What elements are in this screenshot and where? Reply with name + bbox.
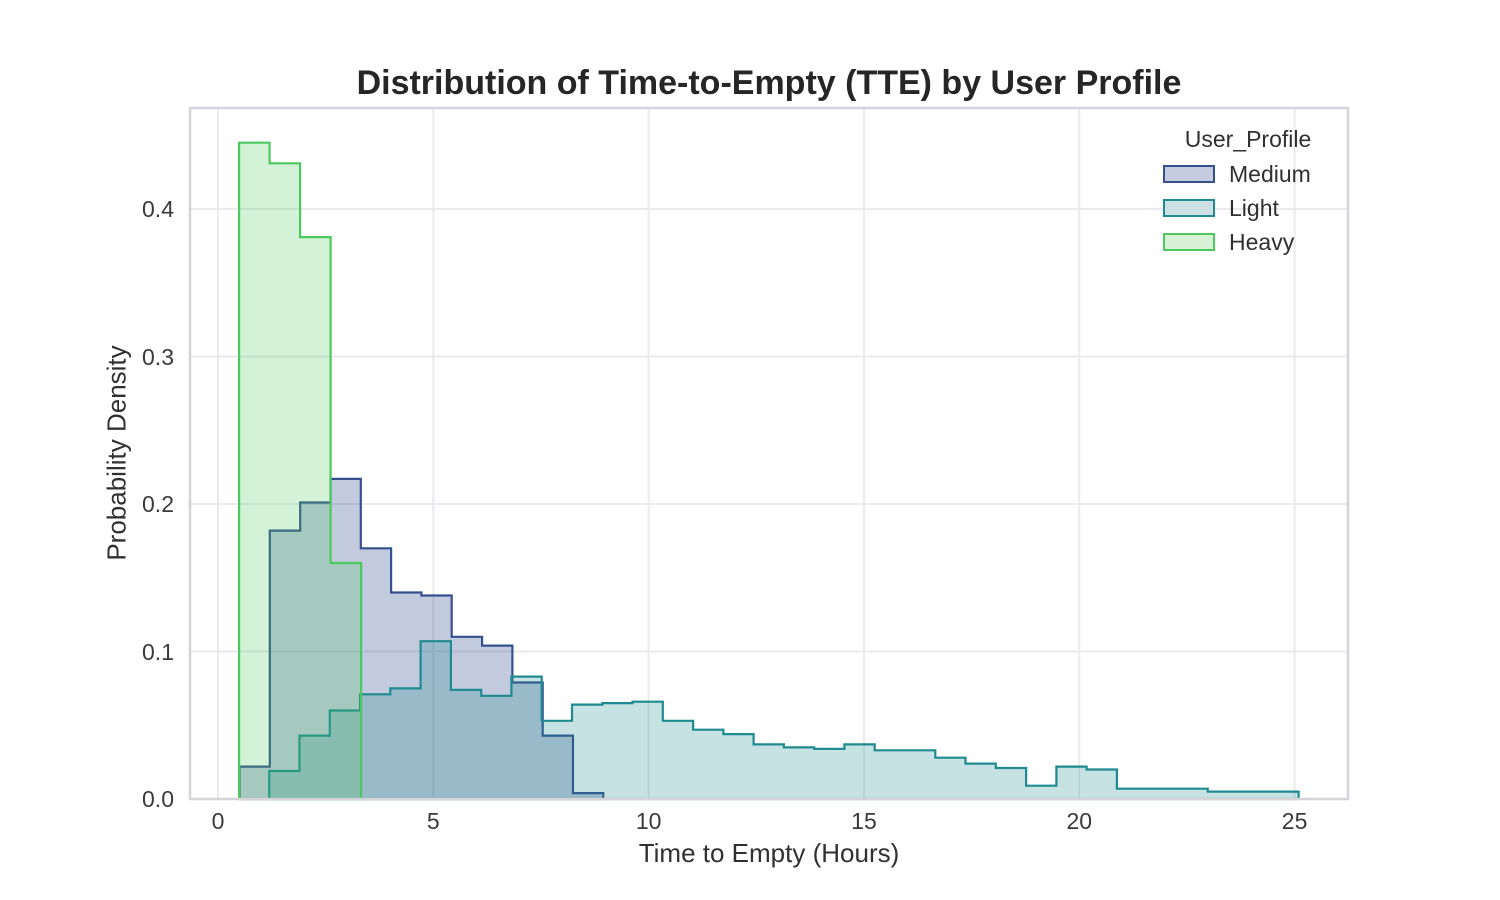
legend-swatch-heavy — [1163, 233, 1215, 251]
legend-label: Medium — [1229, 161, 1311, 187]
legend-item-medium: Medium — [1163, 161, 1333, 187]
legend-swatch-medium — [1163, 165, 1215, 183]
x-axis-label: Time to Empty (Hours) — [638, 838, 900, 868]
x-tick-label: 5 — [426, 808, 440, 834]
x-tick-label: 25 — [1281, 808, 1308, 834]
series-layer — [238, 141, 1300, 801]
legend-label: Heavy — [1229, 229, 1295, 255]
y-tick-label: 0.4 — [142, 196, 174, 223]
series-heavy-path — [238, 141, 363, 801]
legend-item-light: Light — [1163, 195, 1333, 221]
plot-frame — [188, 106, 1350, 801]
legend: User_Profile Medium Light Heavy — [1163, 126, 1333, 267]
x-tick-label: 15 — [851, 808, 877, 834]
y-axis-label: Probability Density — [101, 345, 132, 561]
y-tick-label: 0.1 — [142, 638, 174, 665]
x-tick-label: 10 — [635, 808, 662, 834]
y-tick-label: 0.2 — [142, 491, 174, 518]
y-tick-label: 0.3 — [142, 343, 174, 370]
x-tick-label: 0 — [211, 808, 225, 834]
legend-label: Light — [1229, 195, 1279, 221]
series-light-path — [268, 640, 1300, 801]
x-tick-label: 20 — [1066, 808, 1093, 834]
y-tick-label: 0.0 — [142, 786, 174, 812]
legend-title: User_Profile — [1184, 126, 1312, 152]
legend-item-heavy: Heavy — [1163, 229, 1333, 255]
legend-swatch-light — [1163, 199, 1215, 217]
chart-title: Distribution of Time-to-Empty (TTE) by U… — [356, 64, 1182, 102]
